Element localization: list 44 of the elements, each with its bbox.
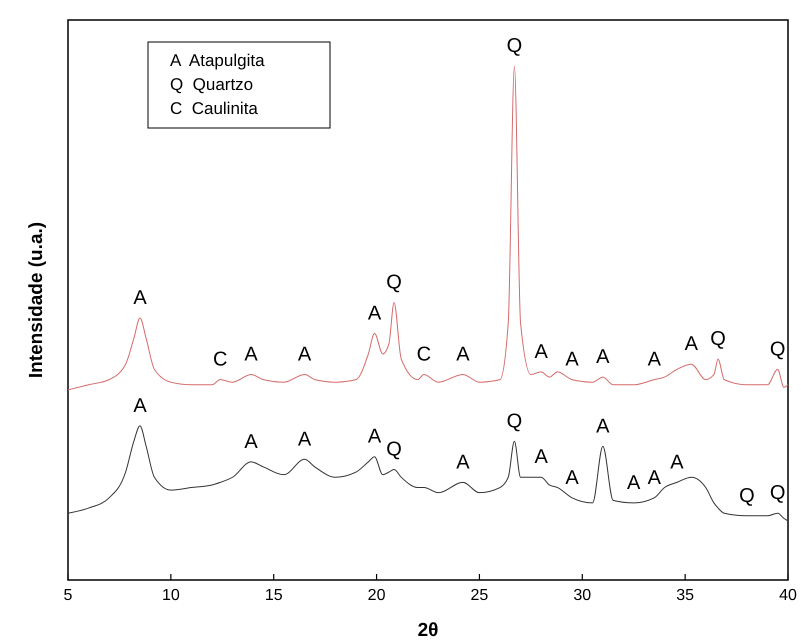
annotation: A bbox=[648, 466, 662, 489]
annotation: Q bbox=[770, 482, 786, 504]
annotation: Q bbox=[386, 438, 402, 461]
x-tick-label: 25 bbox=[470, 587, 488, 604]
x-tick-label: 5 bbox=[64, 587, 73, 604]
annotation: A bbox=[244, 430, 258, 453]
annotation: A bbox=[596, 415, 610, 438]
annotation: A bbox=[456, 451, 470, 474]
annotation: Q bbox=[386, 272, 402, 294]
annotation: A bbox=[368, 302, 382, 324]
annotation: Q bbox=[506, 410, 522, 432]
x-axis-title: 2θ bbox=[418, 620, 438, 641]
annotation: A bbox=[244, 343, 258, 366]
x-tick-label: 15 bbox=[264, 587, 283, 604]
annotation: Q bbox=[710, 328, 726, 350]
annotation: Q bbox=[506, 35, 522, 58]
annotation: A bbox=[456, 343, 470, 366]
annotation: A bbox=[534, 340, 548, 363]
annotation: A bbox=[596, 346, 610, 368]
annotation: A bbox=[368, 426, 382, 448]
annotation: Q bbox=[739, 484, 755, 507]
annotation: A bbox=[627, 472, 642, 494]
annotation: A bbox=[133, 286, 148, 309]
annotation: A bbox=[684, 333, 699, 356]
x-tick-label: 40 bbox=[779, 587, 797, 604]
annotation: Q bbox=[770, 338, 786, 360]
annotation: A bbox=[565, 466, 580, 489]
x-tick-label: 35 bbox=[676, 587, 694, 604]
annotation: A bbox=[298, 428, 312, 450]
annotation: A Atapulgita bbox=[170, 51, 266, 70]
annotation: A bbox=[534, 446, 548, 468]
annotation: A bbox=[670, 451, 684, 474]
annotation: C bbox=[213, 348, 228, 371]
x-tick-label: 10 bbox=[162, 587, 180, 604]
x-tick-label: 20 bbox=[368, 587, 386, 604]
y-axis-title: Intensidade (u.a.) bbox=[26, 222, 47, 378]
annotation: A bbox=[133, 394, 148, 417]
annotation: A bbox=[648, 348, 662, 371]
annotation: A bbox=[565, 348, 580, 371]
annotation: C bbox=[416, 343, 432, 366]
annotation: C Caulinita bbox=[170, 99, 258, 118]
annotation: A bbox=[298, 343, 312, 366]
x-tick-label: 30 bbox=[573, 587, 592, 604]
annotation: Q Quartzo bbox=[170, 75, 254, 94]
